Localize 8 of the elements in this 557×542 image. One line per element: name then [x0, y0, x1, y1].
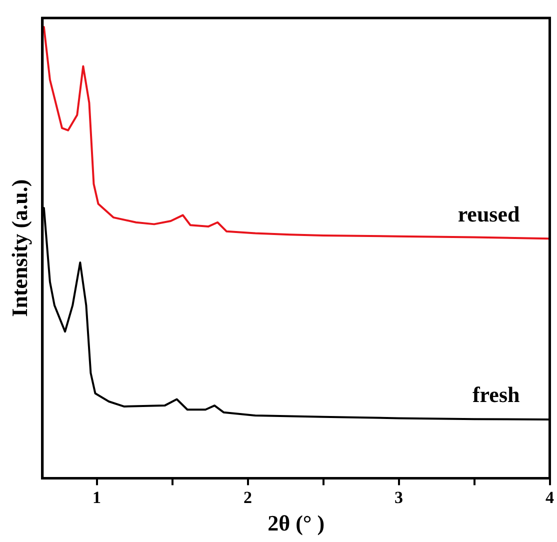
series-label: reused — [458, 201, 520, 226]
series-label: fresh — [472, 382, 520, 408]
x-tick-label: 4 — [546, 488, 554, 507]
y-axis-title: Intensity (a.u.) — [6, 179, 32, 317]
x-axis-title: 2θ (° ) — [268, 510, 325, 536]
x-tick-label: 1 — [92, 488, 102, 507]
x-tick-label: 3 — [394, 488, 404, 507]
x-tick-label: 2 — [244, 488, 252, 507]
